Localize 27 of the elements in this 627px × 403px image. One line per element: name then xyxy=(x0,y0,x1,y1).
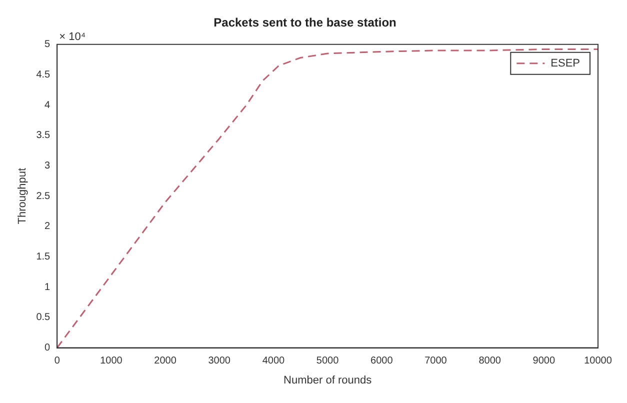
legend-label: ESEP xyxy=(550,57,580,70)
chart-title: Packets sent to the base station xyxy=(214,16,396,30)
y-tick-label: 1.5 xyxy=(36,252,51,263)
y-tick-label: 2.5 xyxy=(36,190,51,202)
y-tick-label: 3.5 xyxy=(36,130,51,142)
x-tick-label: 9000 xyxy=(532,356,556,367)
y-tick-label: 0 xyxy=(44,342,51,354)
x-tick-label: 1000 xyxy=(100,356,123,367)
y-tick-label: 4.5 xyxy=(36,69,51,80)
x-tick-label: 8000 xyxy=(478,356,502,367)
x-tick-label: 4000 xyxy=(262,356,286,367)
x-tick-label: 7000 xyxy=(424,356,448,367)
y-tick-label: 5 xyxy=(44,39,51,50)
x-tick-label: 0 xyxy=(54,356,60,367)
y-tick-label: 0.5 xyxy=(36,312,51,324)
y-tick-label: 2 xyxy=(44,221,51,232)
x-tick-label: 3000 xyxy=(208,356,231,367)
x-tick-label: 5000 xyxy=(316,356,340,367)
y-tick-label: 1 xyxy=(44,282,51,293)
y-axis-title: Throughput xyxy=(16,168,29,224)
x-tick-label: 10000 xyxy=(584,356,612,367)
x-axis-title: Number of rounds xyxy=(284,374,372,386)
x-tick-label: 2000 xyxy=(154,356,177,367)
y-tick-label: 3 xyxy=(44,160,51,172)
text: × 10⁴ xyxy=(59,30,86,43)
y-tick-label: 4 xyxy=(44,100,51,111)
x-tick-label: 6000 xyxy=(370,356,394,367)
